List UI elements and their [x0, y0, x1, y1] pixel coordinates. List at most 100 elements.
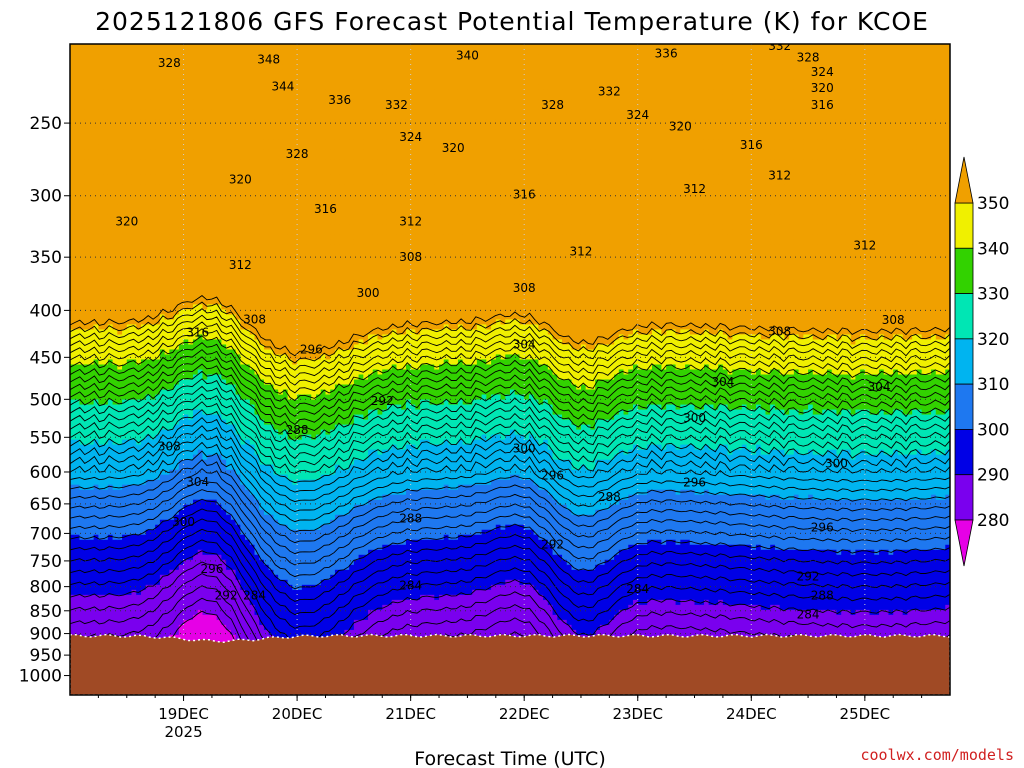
theta-cell	[79, 179, 85, 185]
theta-cell	[211, 214, 218, 220]
theta-cell	[155, 269, 161, 275]
theta-cell	[150, 599, 156, 606]
theta-cell	[150, 239, 156, 245]
theta-cell	[164, 174, 170, 180]
theta-cell	[88, 89, 95, 95]
theta-cell	[245, 229, 251, 235]
theta-cell	[202, 629, 208, 636]
theta-cell	[178, 204, 185, 210]
theta-cell	[207, 459, 213, 466]
theta-cell	[216, 334, 222, 341]
theta-cell	[112, 59, 118, 65]
theta-cell	[193, 314, 199, 321]
theta-cell	[88, 294, 95, 300]
theta-cell	[70, 104, 76, 110]
theta-cell	[131, 569, 137, 576]
theta-cell	[169, 249, 175, 255]
theta-cell	[188, 304, 194, 311]
theta-cell	[178, 459, 185, 466]
theta-cell	[174, 324, 180, 331]
theta-cell	[98, 339, 104, 346]
theta-cell	[126, 159, 133, 165]
theta-cell	[230, 219, 237, 225]
theta-cell	[240, 69, 246, 75]
theta-cell	[188, 509, 194, 516]
theta-cell	[103, 74, 109, 80]
theta-cell	[174, 269, 180, 275]
theta-cell	[249, 169, 256, 175]
theta-cell	[183, 224, 189, 230]
theta-cell	[140, 324, 147, 331]
theta-cell	[93, 209, 99, 215]
theta-cell	[193, 474, 199, 481]
theta-cell	[107, 309, 114, 316]
theta-cell	[112, 224, 118, 230]
theta-cell	[107, 504, 114, 511]
theta-cell	[178, 234, 185, 240]
theta-cell	[240, 104, 246, 110]
theta-cell	[79, 64, 85, 70]
theta-cell	[159, 199, 166, 205]
theta-cell	[88, 169, 95, 175]
theta-cell	[88, 49, 95, 55]
theta-cell	[140, 374, 147, 381]
theta-cell	[159, 249, 166, 255]
theta-cell	[188, 79, 194, 85]
theta-cell	[126, 234, 133, 240]
theta-cell	[249, 309, 256, 316]
theta-cell	[245, 179, 251, 185]
theta-cell	[240, 179, 246, 185]
theta-cell	[107, 544, 114, 551]
theta-cell	[169, 129, 175, 135]
theta-cell	[70, 279, 76, 285]
theta-cell	[93, 259, 99, 265]
theta-cell	[169, 119, 175, 125]
theta-cell	[74, 614, 81, 621]
theta-cell	[164, 169, 170, 175]
theta-cell	[188, 384, 194, 391]
theta-cell	[178, 539, 185, 546]
theta-cell	[226, 109, 232, 115]
theta-cell	[70, 304, 76, 311]
theta-cell	[178, 474, 185, 481]
theta-cell	[221, 144, 227, 150]
theta-cell	[221, 374, 227, 381]
theta-cell	[221, 604, 227, 611]
theta-cell	[183, 574, 189, 581]
theta-cell	[245, 234, 251, 240]
theta-cell	[145, 604, 152, 611]
theta-cell	[140, 269, 147, 275]
theta-cell	[122, 419, 128, 426]
theta-cell	[169, 204, 175, 210]
theta-cell	[207, 449, 213, 456]
theta-cell	[216, 169, 222, 175]
theta-cell	[122, 609, 128, 616]
theta-cell	[140, 194, 147, 200]
theta-cell	[145, 284, 152, 290]
theta-cell	[235, 304, 241, 311]
theta-cell	[131, 439, 137, 446]
theta-cell	[155, 299, 161, 305]
theta-cell	[207, 584, 213, 591]
theta-cell	[98, 114, 104, 120]
theta-cell	[117, 629, 123, 636]
theta-cell	[107, 624, 114, 631]
theta-cell	[79, 134, 85, 140]
theta-cell	[112, 139, 118, 145]
theta-cell	[188, 574, 194, 581]
theta-cell	[178, 209, 185, 215]
theta-cell	[249, 214, 256, 220]
theta-cell	[211, 224, 218, 230]
theta-cell	[122, 54, 128, 60]
theta-cell	[221, 159, 227, 165]
theta-cell	[183, 524, 189, 531]
theta-cell	[207, 629, 213, 636]
theta-cell	[235, 119, 241, 125]
theta-cell	[107, 154, 114, 160]
theta-cell	[145, 124, 152, 130]
theta-cell	[245, 114, 251, 120]
theta-cell	[207, 424, 213, 431]
theta-cell	[249, 114, 256, 120]
theta-cell	[245, 244, 251, 250]
theta-cell	[70, 399, 76, 406]
